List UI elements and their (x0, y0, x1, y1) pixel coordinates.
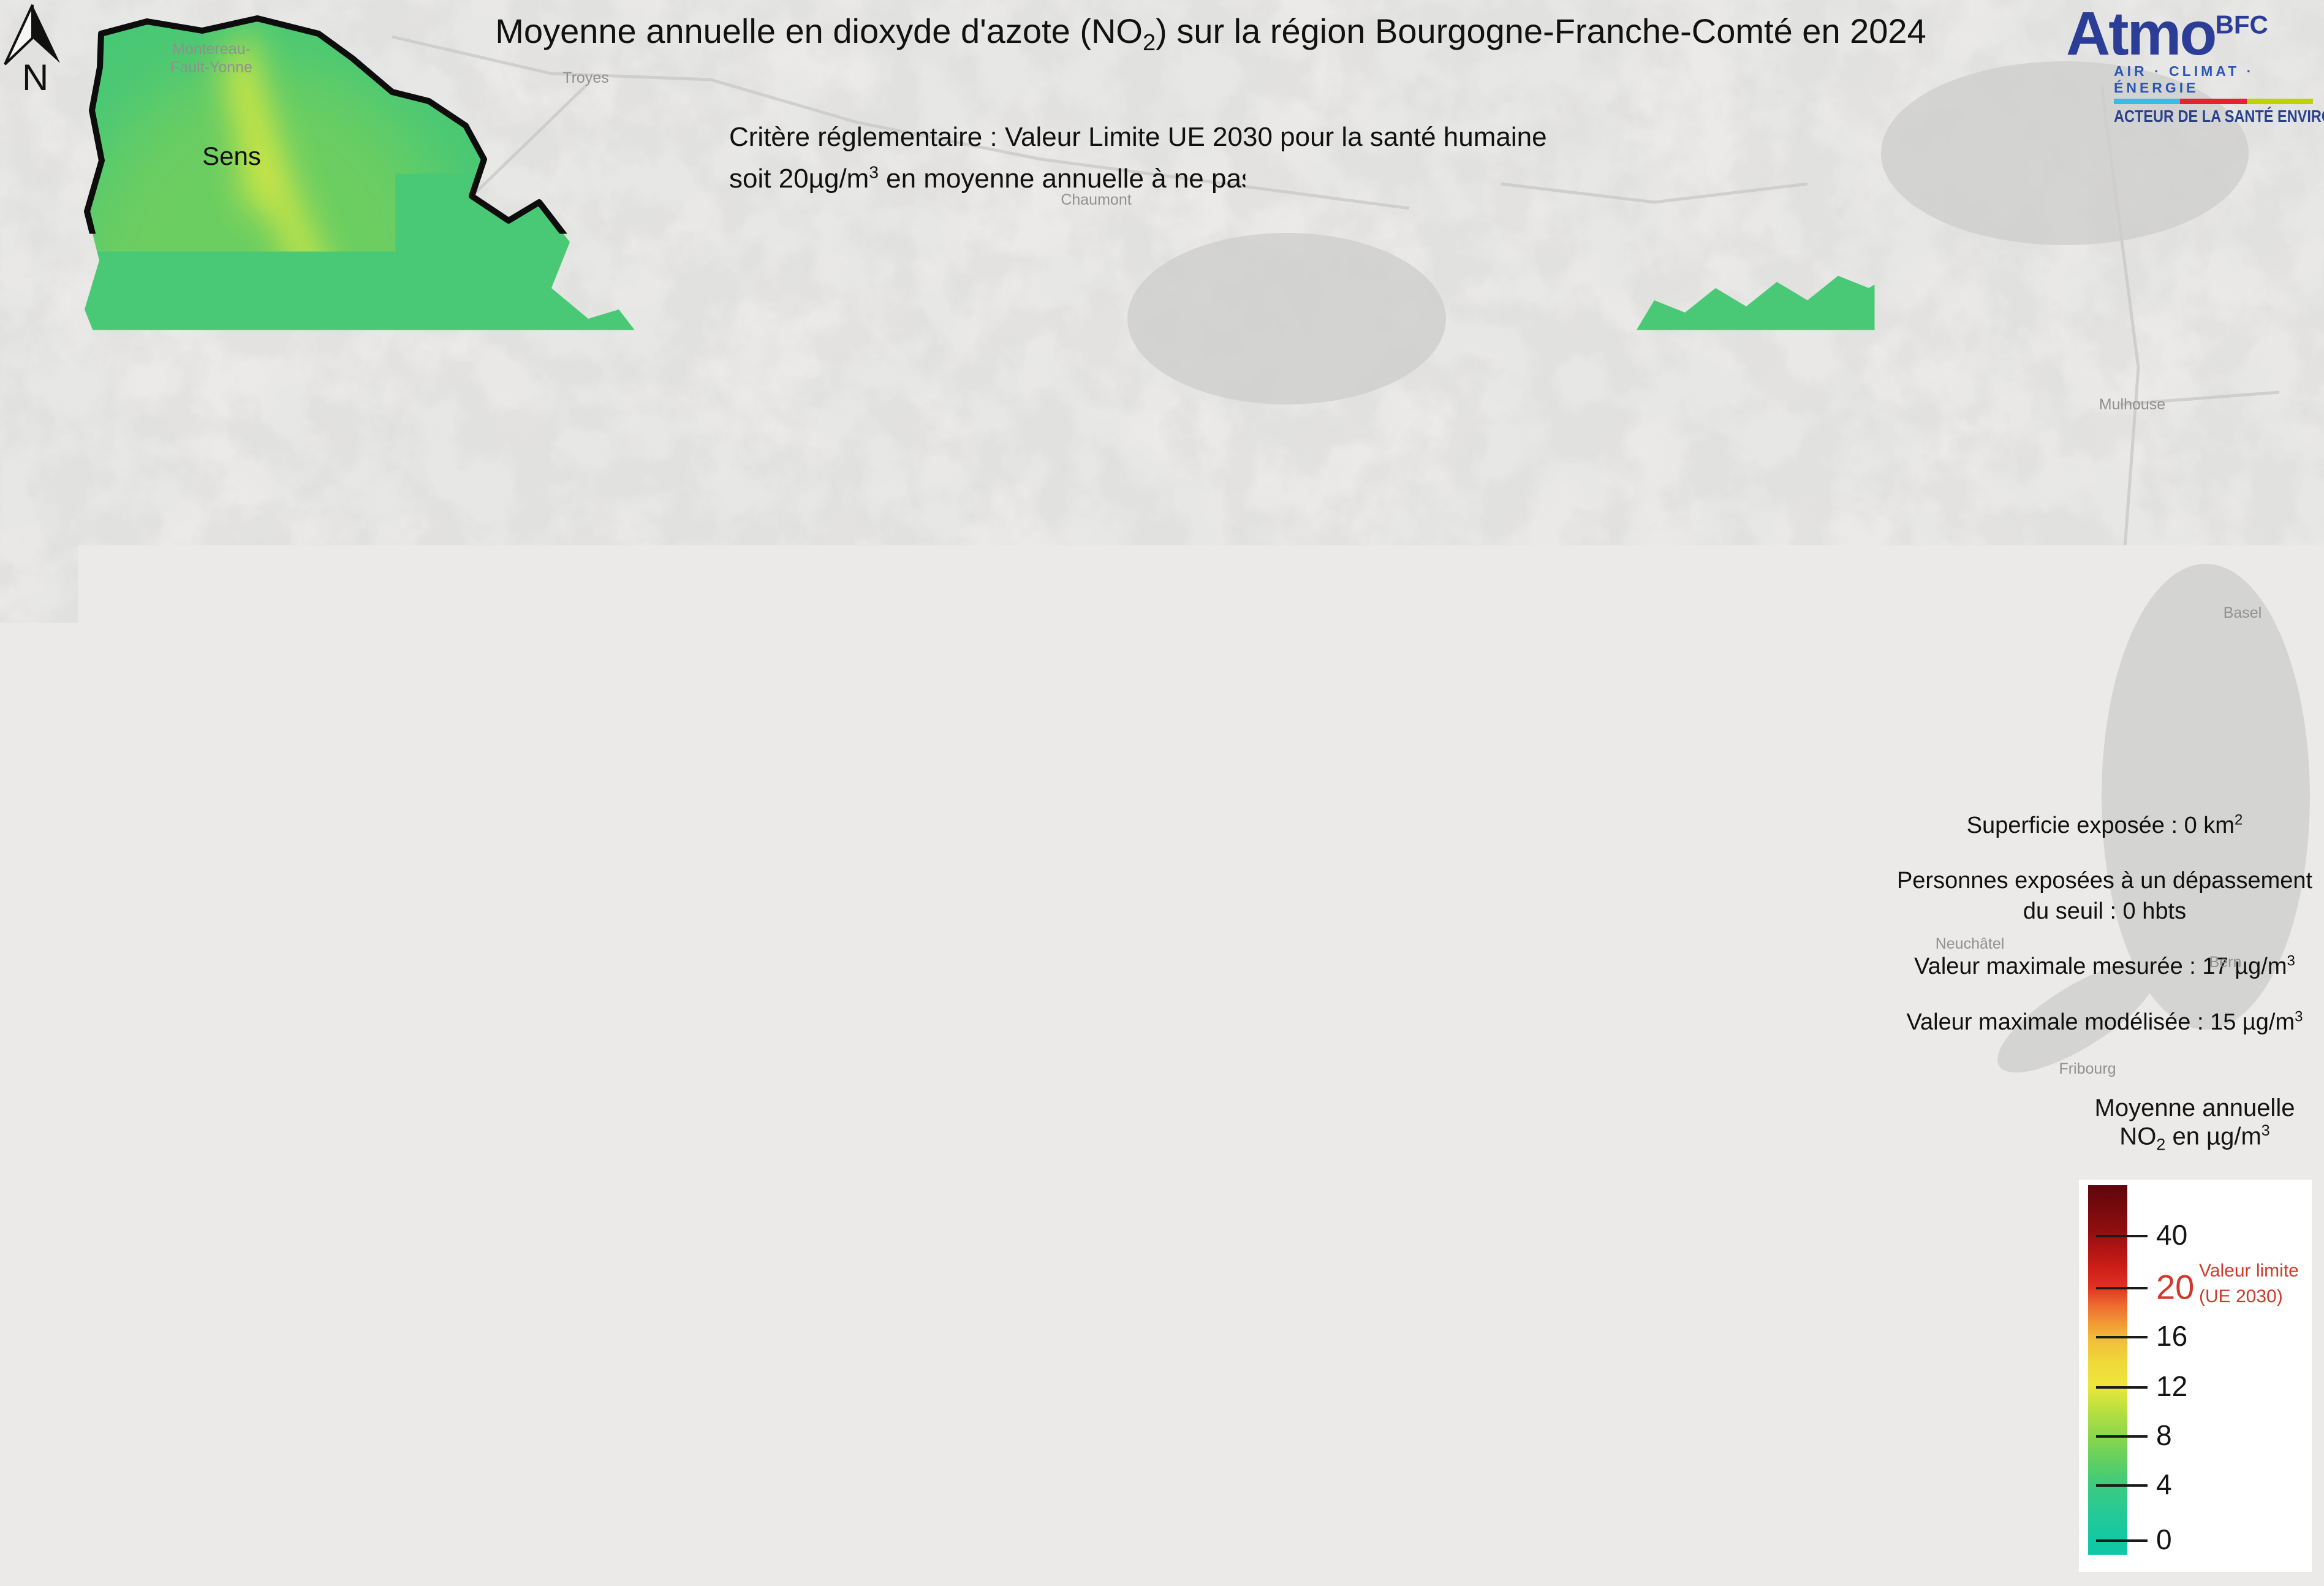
legend-colorbar (2088, 1185, 2127, 1555)
stat-max-mesuree: Valeur maximale mesurée : 17 µg/m3 (1890, 951, 2319, 982)
regulatory-note: Critère réglementaire : Valeur Limite UE… (729, 116, 1547, 200)
logo-tagline: AIR · CLIMAT · ÉNERGIE (2114, 63, 2317, 96)
logo-bar-cyan (2114, 99, 2180, 104)
city-label-macon: Mâcon (946, 1477, 1023, 1506)
regulatory-note-line2: soit 20µg/m3 en moyenne annuelle à ne pa… (729, 158, 1547, 200)
legend-tick-label-16: 16 (2156, 1319, 2187, 1353)
city-label-auxerre: Auxerre (323, 428, 413, 457)
city-label-sens: Sens (202, 142, 261, 171)
stat-superficie: Superficie exposée : 0 km2 (1890, 810, 2319, 841)
north-label: N (22, 56, 48, 99)
basemap-label-troyes: Troyes (562, 69, 608, 87)
legend-tick-label-0: 0 (2156, 1523, 2172, 1556)
city-label-montbeliard: Montbéliard (1849, 582, 1983, 612)
legend-colorbar-panel: Valeur limite (UE 2030) 40 20 16 12 8 4 0 (2079, 1180, 2312, 1572)
page-title: Moyenne annuelle en dioxyde d'azote (NO2… (495, 11, 1926, 56)
city-label-beaune: Beaune (934, 962, 1023, 992)
logo-bar-red (2180, 99, 2246, 104)
legend-limit-label: Valeur limite (UE 2030) (2199, 1258, 2299, 1310)
city-label-besancon: Besançon (1491, 782, 1606, 811)
regulatory-note-line1: Critère réglementaire : Valeur Limite UE… (729, 116, 1547, 158)
scalebar (20, 1543, 89, 1554)
basemap-label-mulhouse: Mulhouse (2099, 395, 2165, 414)
basemap-label-langres: Langres (1277, 352, 1333, 371)
pollution-map-canvas (0, 0, 2324, 1586)
legend-title: Moyenne annuelle NO2 en µg/m3 (2095, 1095, 2295, 1154)
city-label-dijon: Dijon (1045, 750, 1103, 780)
legend-tick-0 (2096, 1539, 2148, 1542)
legend-tick-label-20: 20 (2156, 1267, 2194, 1307)
basemap-label-geneve: Genève (1600, 1508, 1654, 1526)
basemap-label-bourg-en-bresse: Bourg-en-Bresse (1118, 1503, 1210, 1540)
city-label-nevers: Nevers (126, 998, 207, 1027)
stat-max-modelisee: Valeur maximale modélisée : 15 µg/m3 (1890, 1007, 2319, 1038)
logo-wordmark: AtmoBFC (2066, 5, 2317, 63)
map-page: Moyenne annuelle en dioxyde d'azote (NO2… (0, 0, 2324, 1586)
stat-personnes: Personnes exposées à un dépassement du se… (1890, 865, 2319, 927)
logo-bar-lime (2247, 99, 2313, 104)
legend-tick-12 (2096, 1386, 2148, 1389)
city-label-le-creusot: Le Creusot (722, 1123, 848, 1153)
city-label-vesoul: Vesoul (1565, 512, 1643, 542)
basemap-label-lausanne: Lausanne (1946, 1277, 2013, 1296)
legend-tick-4 (2096, 1484, 2148, 1487)
basemap-label-parc-naturel-regional-des-ballons-des-vosges: Parc naturel régional des Ballons des Vo… (1826, 251, 1942, 325)
city-label-montceau-les-mines: Montceau-les-Mines (637, 1215, 868, 1244)
legend-tick-8 (2096, 1435, 2148, 1438)
basemap-label-montereau-fault-yonne: Montereau-Fault-Yonne (159, 40, 263, 77)
logo-color-bar (2114, 99, 2313, 104)
legend-tick-label-4: 4 (2156, 1468, 2172, 1501)
city-label-pontarlier: Pontarlier (1682, 1019, 1793, 1048)
legend-tick-20 (2096, 1287, 2148, 1289)
legend-tick-40 (2096, 1235, 2148, 1237)
sources-credit: Sources : Prev'Est, Atmo Bourgogne-Franc… (1155, 1530, 2068, 1560)
legend-tick-label-8: 8 (2156, 1419, 2172, 1452)
legend-tick-label-40: 40 (2156, 1218, 2187, 1251)
basemap-label-basel: Basel (2224, 604, 2262, 622)
scalebar-start: 0 (13, 1506, 27, 1536)
basemap-label-chaumont: Chaumont (1061, 191, 1131, 209)
legend-tick-label-12: 12 (2156, 1370, 2187, 1403)
basemap-label-bern: Bern (2209, 953, 2242, 971)
city-label-belfort: Belfort (1894, 488, 1969, 517)
basemap-label-fribourg: Fribourg (2059, 1060, 2116, 1078)
basemap-label-remiremont: Remiremont (1738, 230, 1822, 248)
legend-tick-16 (2096, 1336, 2148, 1338)
city-label-chalon-sur-saone: Chalon-sur-Saône (888, 1130, 1097, 1159)
city-label-dole: Dole (1274, 919, 1327, 949)
basemap-label-neuchatel: Neuchâtel (1936, 935, 2005, 953)
scalebar-unit: km (96, 1506, 131, 1536)
atmo-bfc-logo: AtmoBFC AIR · CLIMAT · ÉNERGIE ACTEUR DE… (2066, 5, 2317, 126)
city-label-lons-le-saunier: Lons-le-Saunier (1238, 1202, 1420, 1232)
logo-banner: ACTEUR DE LA SANTÉ ENVIRONNEMENTALE (2114, 107, 2285, 126)
scalebar-end: 10 (66, 1506, 94, 1536)
